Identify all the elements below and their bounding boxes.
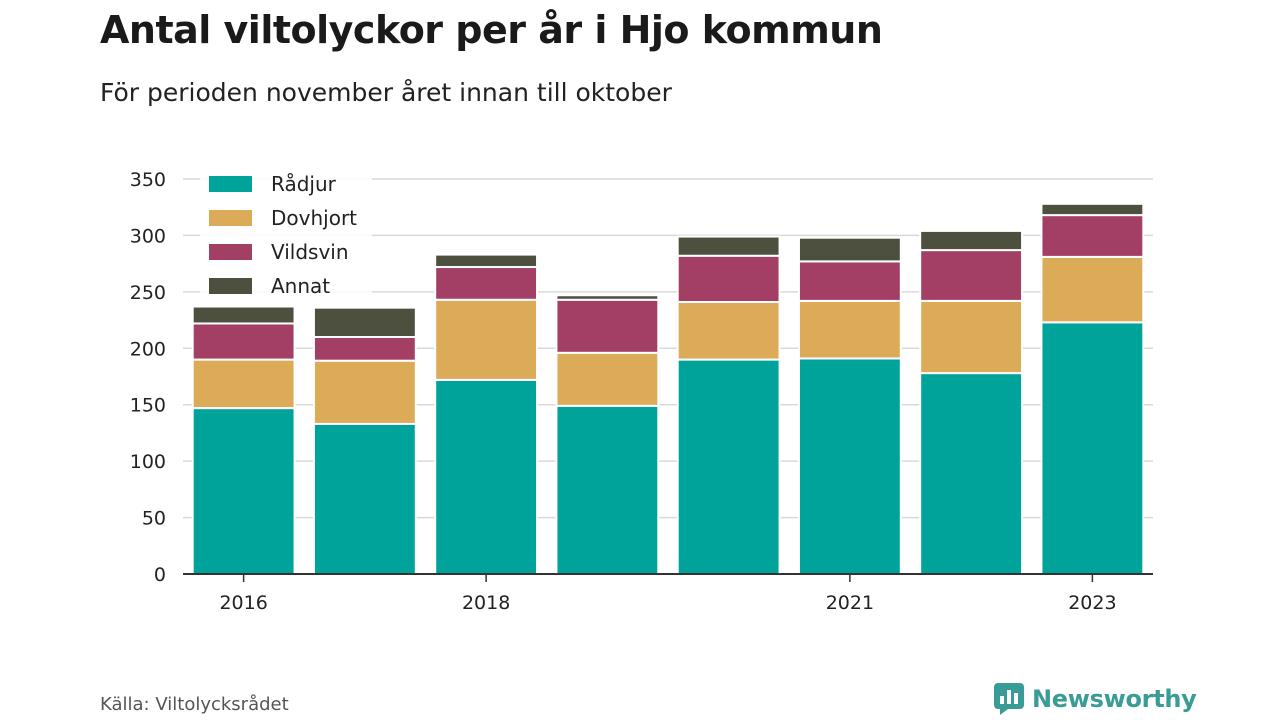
bar-segment bbox=[191, 322, 296, 361]
bar-segment bbox=[555, 294, 660, 301]
x-tick-label: 2016 bbox=[219, 592, 267, 614]
bar-segment bbox=[797, 299, 902, 360]
y-tick-label: 50 bbox=[142, 508, 166, 530]
x-tick-label: 2018 bbox=[462, 592, 510, 614]
legend-label: Rådjur bbox=[271, 172, 337, 196]
legend-swatch bbox=[209, 278, 252, 294]
bar-segment bbox=[312, 336, 417, 362]
bar-segment bbox=[919, 299, 1024, 375]
bar-segment bbox=[1040, 202, 1145, 217]
bar-segment bbox=[1040, 255, 1145, 324]
bar-segment bbox=[919, 372, 1024, 575]
bar-segment bbox=[555, 404, 660, 576]
bar-segment bbox=[676, 235, 781, 257]
x-tick-label: 2023 bbox=[1068, 592, 1116, 614]
legend-label: Dovhjort bbox=[271, 206, 357, 230]
bar-segment bbox=[434, 298, 539, 381]
legend-swatch bbox=[209, 210, 252, 226]
bar-segment bbox=[312, 422, 417, 575]
y-tick-label: 300 bbox=[130, 225, 166, 247]
bar-segment bbox=[797, 260, 902, 302]
y-tick-label: 150 bbox=[130, 395, 166, 417]
newsworthy-logo-icon bbox=[994, 683, 1024, 715]
y-tick-label: 200 bbox=[130, 338, 166, 360]
bar-segment bbox=[191, 407, 296, 575]
chart-title: Antal viltolyckor per år i Hjo kommun bbox=[100, 8, 883, 52]
bar-segment bbox=[797, 236, 902, 263]
bar-segment bbox=[312, 306, 417, 338]
legend-label: Annat bbox=[271, 274, 330, 298]
bar-segment bbox=[434, 378, 539, 575]
y-tick-label: 250 bbox=[130, 282, 166, 304]
x-tick-label: 2021 bbox=[826, 592, 874, 614]
legend-swatch bbox=[209, 244, 252, 260]
legend-label: Vildsvin bbox=[271, 240, 349, 264]
bar-segment bbox=[191, 358, 296, 410]
bar-segment bbox=[676, 254, 781, 304]
bar-segment bbox=[312, 359, 417, 425]
bar-segment bbox=[191, 305, 296, 325]
bar-segment bbox=[797, 357, 902, 576]
bar-segment bbox=[919, 249, 1024, 302]
y-tick-label: 100 bbox=[130, 451, 166, 473]
chart-subtitle: För perioden november året innan till ok… bbox=[100, 78, 672, 107]
stacked-bar-chart: 0 50 100 150 200 250 300 350 2016 2018 2021 2023 Råd… bbox=[129, 169, 1153, 614]
y-tick-label: 350 bbox=[130, 169, 166, 191]
source-note: Källa: Viltolycksrådet bbox=[100, 694, 289, 715]
bar-segment bbox=[676, 301, 781, 361]
bar-segment bbox=[434, 266, 539, 301]
bar-segment bbox=[676, 358, 781, 576]
legend-swatch bbox=[209, 176, 252, 192]
brand-name: Newsworthy bbox=[1032, 685, 1197, 713]
y-tick-label: 0 bbox=[154, 564, 166, 586]
brand-logo: Newsworthy bbox=[994, 683, 1197, 715]
bar-segment bbox=[1040, 321, 1145, 576]
bar-segment bbox=[434, 253, 539, 269]
bar-segment bbox=[555, 351, 660, 407]
bar-segment bbox=[1040, 214, 1145, 258]
bar-segment bbox=[555, 298, 660, 354]
bar-segment bbox=[919, 229, 1024, 252]
